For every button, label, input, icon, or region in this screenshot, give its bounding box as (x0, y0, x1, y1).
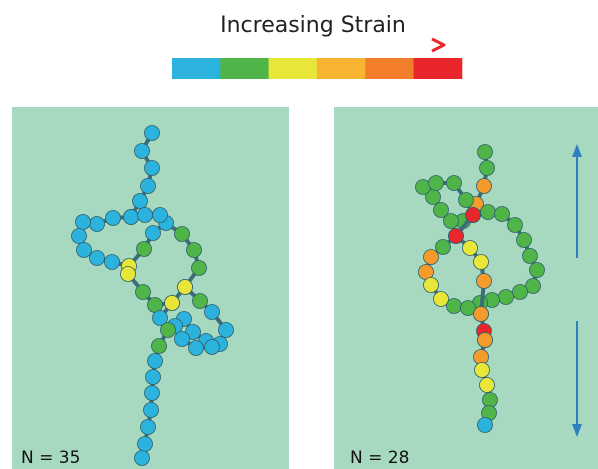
molecule-bead (460, 300, 476, 316)
molecule-bead (123, 209, 139, 225)
strain-title: Increasing Strain (220, 13, 406, 38)
molecule-bead (89, 250, 105, 266)
molecule-bead (479, 160, 495, 176)
strain-color-scale (172, 58, 463, 79)
molecule-bead (498, 289, 514, 305)
molecule-bead (446, 298, 462, 314)
molecule-bead (137, 436, 153, 452)
molecule-bead (137, 207, 153, 223)
molecule-bead (104, 254, 120, 270)
molecule-bead (443, 213, 459, 229)
molecule-bead (204, 304, 220, 320)
tension-arrow-up (572, 144, 582, 258)
tension-arrow-down (572, 321, 582, 437)
molecule-bead (477, 144, 493, 160)
molecule-bead (458, 192, 474, 208)
molecule-bead (134, 143, 150, 159)
molecule-bead (423, 277, 439, 293)
molecule-bead (476, 273, 492, 289)
molecule-bead (494, 206, 510, 222)
molecule-bead (479, 377, 495, 393)
molecule-bead (192, 293, 208, 309)
molecule-bead (433, 291, 449, 307)
strain-scale-block (172, 58, 221, 79)
molecule-bead (428, 175, 444, 191)
molecule-bead (143, 402, 159, 418)
molecule-bead (476, 178, 492, 194)
molecule-bead (477, 417, 493, 433)
molecule-bead (89, 216, 105, 232)
molecule-bead (507, 217, 523, 233)
molecule-bead (132, 193, 148, 209)
strain-scale-block (220, 58, 270, 79)
molecule-bead (160, 322, 176, 338)
molecule-layer (71, 125, 545, 466)
molecule-bead (529, 262, 545, 278)
molecule-bead (147, 353, 163, 369)
panel-right-n-label: N = 28 (350, 448, 409, 468)
molecule-bead (75, 214, 91, 230)
strain-scale-block (268, 58, 318, 79)
molecule-bead (135, 284, 151, 300)
molecule-bead (191, 260, 207, 276)
molecule-bead (136, 241, 152, 257)
molecule-bead (474, 362, 490, 378)
strain-scale-block (316, 58, 366, 79)
molecule-bead (140, 419, 156, 435)
strain-scale-block (413, 58, 463, 79)
molecule-bead (477, 332, 493, 348)
molecule-bead (446, 175, 462, 191)
molecule-bead (522, 248, 538, 264)
molecule-bead (151, 338, 167, 354)
panel-left-n-label: N = 35 (21, 448, 80, 468)
strain-arrow (194, 37, 446, 53)
molecule-bead (152, 207, 168, 223)
molecule-bead (525, 278, 541, 294)
molecule-bead (144, 160, 160, 176)
molecule-bead (144, 385, 160, 401)
molecule-bead (174, 331, 190, 347)
molecule-bead (145, 225, 161, 241)
molecule-bead (140, 178, 156, 194)
molecule-bead (435, 239, 451, 255)
molecule-bead (120, 266, 136, 282)
molecule-bead (448, 228, 464, 244)
panel-right-background (334, 107, 598, 469)
molecule-bead (174, 226, 190, 242)
strain-scale-block (365, 58, 414, 79)
molecule-bead (177, 279, 193, 295)
molecule-bead (71, 228, 87, 244)
molecule-bead (473, 254, 489, 270)
molecule-bead (164, 295, 180, 311)
molecule-bead (512, 284, 528, 300)
molecule-bead (152, 310, 168, 326)
molecule-bead (516, 232, 532, 248)
molecule-bead (462, 240, 478, 256)
molecule-bead (145, 369, 161, 385)
molecule-bead (423, 249, 439, 265)
molecule-bead (465, 207, 481, 223)
molecule-bead (433, 202, 449, 218)
molecule-bead (480, 204, 496, 220)
molecule-bead (144, 125, 160, 141)
molecule-bead (134, 450, 150, 466)
molecule-bead (204, 339, 220, 355)
molecule-bead (76, 242, 92, 258)
molecule-bead (473, 306, 489, 322)
molecule-bead (186, 242, 202, 258)
molecule-bead (218, 322, 234, 338)
molecule-bead (105, 210, 121, 226)
molecule-bead (188, 340, 204, 356)
